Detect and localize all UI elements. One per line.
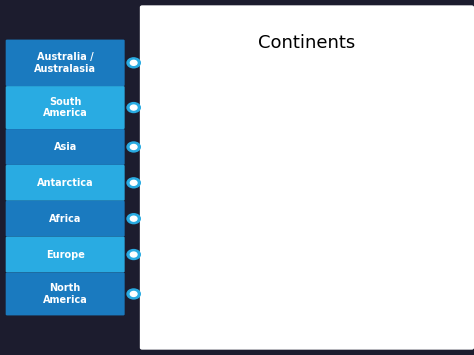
Text: North
America: North America	[43, 283, 88, 305]
Circle shape	[219, 210, 235, 224]
Polygon shape	[197, 168, 257, 298]
Circle shape	[352, 134, 363, 143]
Circle shape	[303, 294, 313, 302]
Text: Europe: Europe	[46, 250, 85, 260]
Circle shape	[193, 142, 204, 151]
Polygon shape	[378, 185, 441, 255]
Circle shape	[222, 213, 232, 221]
Circle shape	[300, 178, 315, 191]
Polygon shape	[286, 60, 327, 120]
Polygon shape	[321, 60, 464, 190]
Polygon shape	[149, 266, 467, 330]
Polygon shape	[203, 60, 245, 87]
Text: Continents: Continents	[258, 34, 356, 51]
Polygon shape	[403, 260, 416, 273]
Text: South
America: South America	[43, 97, 88, 118]
Text: Antarctica: Antarctica	[37, 178, 93, 188]
Circle shape	[191, 140, 207, 153]
Circle shape	[302, 180, 312, 189]
Circle shape	[300, 291, 316, 305]
Circle shape	[349, 132, 365, 145]
Polygon shape	[391, 185, 416, 212]
Circle shape	[295, 132, 311, 145]
Text: Australia /
Australasia: Australia / Australasia	[34, 52, 96, 73]
Polygon shape	[155, 60, 241, 244]
Circle shape	[298, 134, 309, 143]
Text: Africa: Africa	[49, 214, 82, 224]
Text: Asia: Asia	[54, 142, 77, 152]
Circle shape	[397, 215, 407, 224]
Polygon shape	[280, 120, 334, 252]
Polygon shape	[349, 155, 375, 201]
Circle shape	[394, 213, 410, 226]
